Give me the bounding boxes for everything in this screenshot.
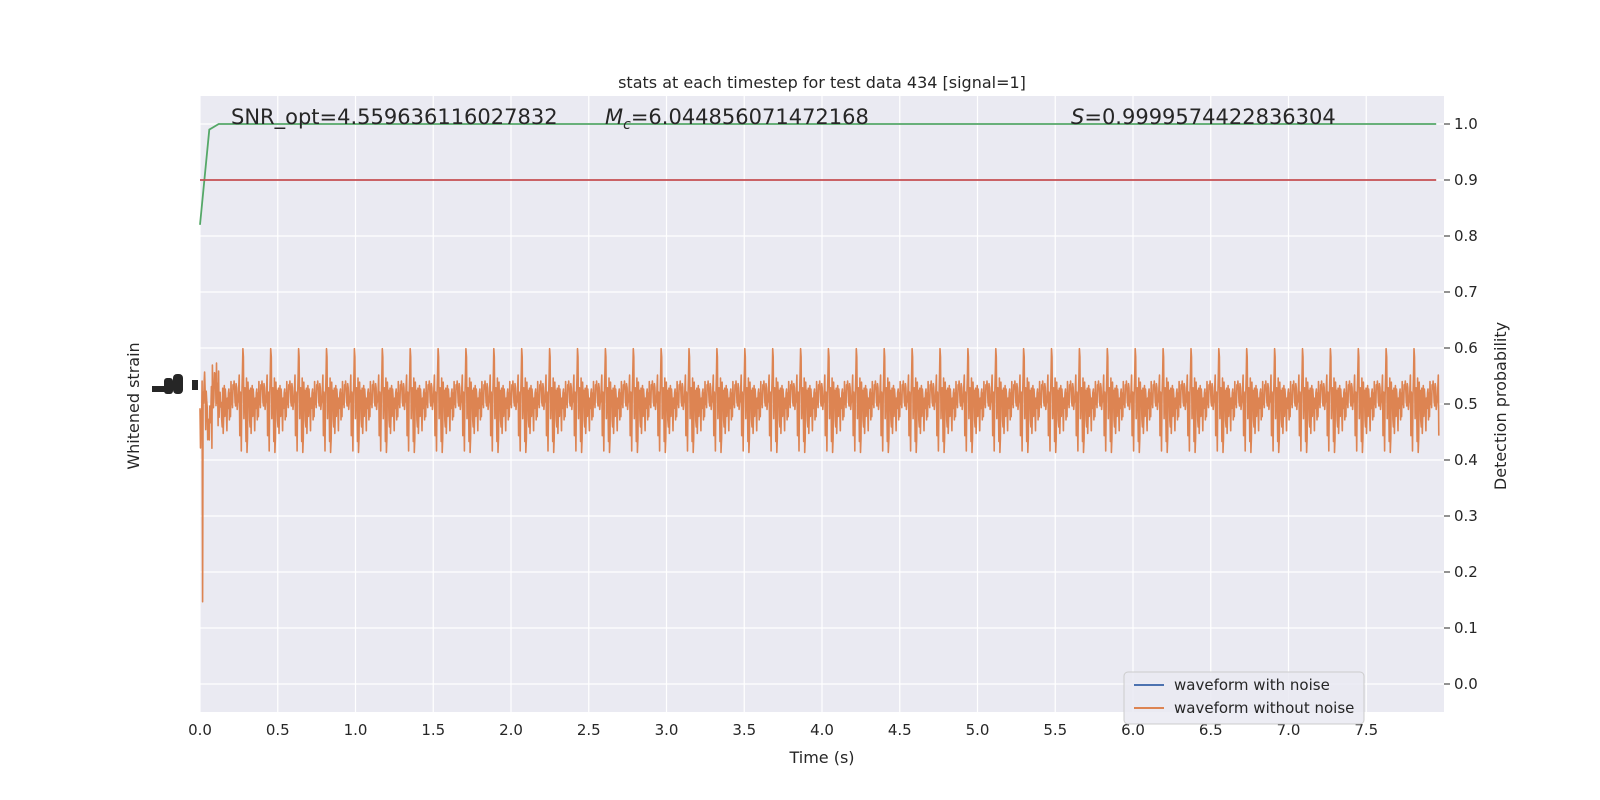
x-tick-label-13: 6.5 <box>1199 721 1223 739</box>
x-tick-label-2: 1.0 <box>344 721 368 739</box>
y-tick-label-3: 0.3 <box>1454 507 1478 525</box>
y-tick-label-0: 0.0 <box>1454 675 1478 693</box>
mc-symbol: M <box>605 105 623 129</box>
x-tick-label-11: 5.5 <box>1043 721 1067 739</box>
left-axis-clutter <box>152 374 198 394</box>
series-line-2 <box>199 123 1437 225</box>
x-tick-label-4: 2.0 <box>499 721 523 739</box>
legend: waveform with noise waveform without noi… <box>1123 671 1365 725</box>
x-tick-label-1: 0.5 <box>266 721 290 739</box>
series-lines <box>199 123 1437 225</box>
y-tick-label-6: 0.6 <box>1454 339 1478 357</box>
y-tick-label-4: 0.4 <box>1454 451 1478 469</box>
y-axis-label-right: Detection probability <box>1491 322 1510 490</box>
mc-subscript: c <box>623 117 631 133</box>
x-tick-label-14: 7.0 <box>1277 721 1301 739</box>
x-tick-label-7: 3.5 <box>732 721 756 739</box>
x-tick-label-15: 7.5 <box>1354 721 1378 739</box>
y-tick-label-10: 1.0 <box>1454 115 1478 133</box>
y-tick-label-5: 0.5 <box>1454 395 1478 413</box>
y-tick-label-2: 0.2 <box>1454 563 1478 581</box>
s-symbol: S <box>1071 105 1084 129</box>
y-tick-label-8: 0.8 <box>1454 227 1478 245</box>
tick-labels: 0.0 0.5 1.0 1.5 2.0 2.5 3.0 3.5 4.0 4.5 5.0 5.5 6.0 6… <box>188 115 1478 739</box>
s-value: =0.9999574422836304 <box>1084 105 1335 129</box>
noise-waveform-path <box>199 347 1440 603</box>
annotation-stat: S=0.9999574422836304 <box>1071 105 1336 129</box>
x-tick-label-10: 5.0 <box>966 721 990 739</box>
x-tick-label-3: 1.5 <box>421 721 445 739</box>
mc-value: =6.044856071472168 <box>631 105 869 129</box>
y-tick-label-9: 0.9 <box>1454 171 1478 189</box>
y-tick-label-1: 0.1 <box>1454 619 1478 637</box>
annotation-snr: SNR_opt=4.559636116027832 <box>231 105 558 130</box>
x-tick-label-0: 0.0 <box>188 721 212 739</box>
y-tick-label-7: 0.7 <box>1454 283 1478 301</box>
x-tick-label-9: 4.5 <box>888 721 912 739</box>
x-tick-label-6: 3.0 <box>655 721 679 739</box>
x-tick-label-12: 6.0 <box>1121 721 1145 739</box>
x-tick-label-5: 2.5 <box>577 721 601 739</box>
legend-box <box>1123 671 1365 725</box>
legend-label-clean: waveform without noise <box>1174 699 1354 717</box>
legend-label-noise: waveform with noise <box>1174 676 1330 694</box>
y-axis-label-left: Whitened strain <box>124 342 143 469</box>
annotation-chirp-mass: Mc=6.044856071472168 <box>605 105 869 133</box>
x-tick-label-8: 4.0 <box>810 721 834 739</box>
x-axis-label: Time (s) <box>788 748 854 767</box>
noise-waveform <box>199 347 1440 603</box>
chart-title: stats at each timestep for test data 434… <box>618 73 1026 92</box>
